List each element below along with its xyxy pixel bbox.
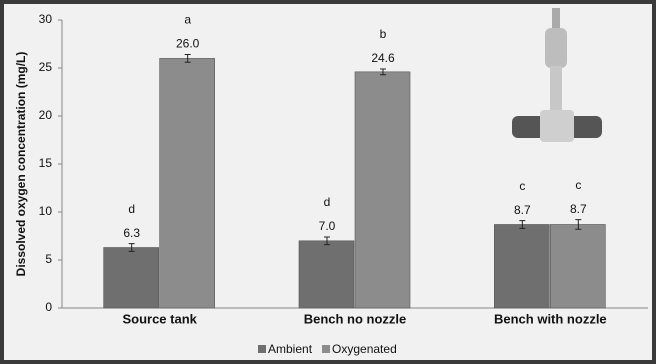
significance-letter: d — [128, 202, 135, 216]
bar — [104, 248, 159, 308]
legend-label: Ambient — [268, 342, 313, 356]
bar — [160, 58, 215, 308]
y-tick-label: 25 — [39, 60, 53, 74]
y-axis-title: Dissolved oxygen concentration (mg/L) — [14, 52, 28, 277]
significance-letter: c — [575, 178, 581, 192]
x-tick-label: Source tank — [122, 311, 197, 326]
value-label: 24.6 — [371, 51, 395, 65]
legend-label: Oxygenated — [332, 342, 397, 356]
x-tick-label: Bench with nozzle — [494, 311, 607, 326]
bar — [299, 241, 354, 308]
bar — [355, 72, 410, 308]
page: Dissolved oxygen concentration (mg/L) 0 5… — [0, 0, 656, 364]
significance-letter: c — [519, 179, 525, 193]
value-label: 6.3 — [123, 226, 140, 240]
y-tick-label: 5 — [45, 252, 52, 266]
value-label: 8.7 — [570, 202, 587, 216]
legend-swatch — [258, 345, 266, 353]
y-tick-label: 15 — [39, 156, 53, 170]
significance-letter: b — [380, 27, 387, 41]
value-label: 8.7 — [514, 203, 531, 217]
value-label: 7.0 — [319, 219, 336, 233]
value-label: 26.0 — [176, 37, 200, 51]
significance-letter: a — [184, 13, 191, 27]
y-tick-label: 0 — [45, 300, 52, 314]
y-tick-label: 30 — [39, 12, 53, 26]
bar — [494, 224, 549, 308]
y-tick-label: 10 — [39, 204, 53, 218]
x-tick-label: Bench no nozzle — [304, 311, 407, 326]
bar — [550, 224, 605, 308]
y-tick-label: 20 — [39, 108, 53, 122]
legend-swatch — [322, 345, 330, 353]
significance-letter: d — [324, 195, 331, 209]
chart: Dissolved oxygen concentration (mg/L) 0 5… — [0, 0, 656, 364]
